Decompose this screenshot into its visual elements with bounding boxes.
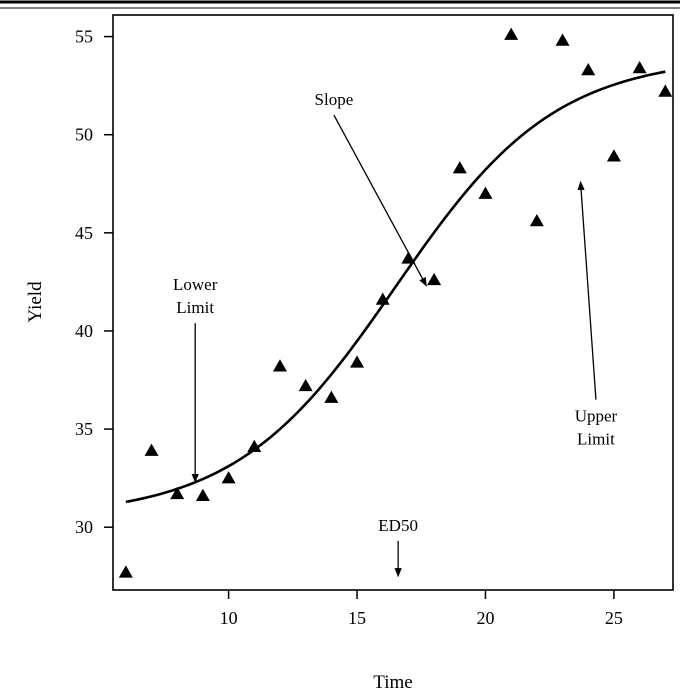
annotation-label: ED50 xyxy=(378,516,418,535)
data-point xyxy=(606,149,621,162)
data-point xyxy=(195,488,210,502)
data-point xyxy=(324,390,339,403)
y-tick-label: 30 xyxy=(75,517,93,537)
annotation-label: Limit xyxy=(176,298,214,317)
x-axis-title: Time xyxy=(373,672,412,693)
data-point xyxy=(478,186,493,199)
data-point xyxy=(272,359,287,372)
annotation-arrow xyxy=(577,180,597,400)
annotation-arrow xyxy=(333,114,427,287)
annotation-label: Upper xyxy=(575,407,618,426)
y-tick-label: 55 xyxy=(75,27,93,47)
annotation-label: Lower xyxy=(173,275,218,294)
x-tick-label: 25 xyxy=(605,608,623,628)
data-point xyxy=(221,471,236,484)
data-point xyxy=(401,251,416,264)
annotation-label: Slope xyxy=(315,90,354,109)
y-tick-label: 35 xyxy=(75,419,93,439)
data-points xyxy=(118,27,673,578)
annotation-label: Limit xyxy=(577,430,615,449)
data-point xyxy=(658,84,673,97)
data-point xyxy=(118,565,133,578)
x-axis: 10 15 20 25 xyxy=(220,590,623,628)
y-tick-label: 40 xyxy=(75,321,93,341)
data-point xyxy=(555,33,570,46)
x-tick-label: 15 xyxy=(348,608,366,628)
data-point xyxy=(298,378,313,392)
data-point xyxy=(452,161,467,174)
fitted-curve xyxy=(125,70,666,504)
data-point xyxy=(504,27,519,40)
data-point xyxy=(427,272,442,286)
data-point xyxy=(350,355,365,368)
data-point xyxy=(247,439,262,452)
y-tick-label: 50 xyxy=(75,125,93,145)
plot-frame xyxy=(112,14,674,591)
data-point xyxy=(529,214,544,227)
x-tick-label: 10 xyxy=(220,608,238,628)
data-point xyxy=(144,443,159,456)
x-tick-label: 20 xyxy=(476,608,494,628)
annotations: Slope Lower Limit ED50 Upper Limit xyxy=(173,90,618,578)
y-tick-label: 45 xyxy=(75,223,93,243)
y-axis-title: Yield xyxy=(25,281,46,323)
data-point xyxy=(581,62,596,76)
data-point xyxy=(170,486,185,500)
data-point xyxy=(632,60,647,74)
data-point xyxy=(375,292,390,305)
y-axis: 30 35 40 45 50 55 xyxy=(75,27,113,537)
